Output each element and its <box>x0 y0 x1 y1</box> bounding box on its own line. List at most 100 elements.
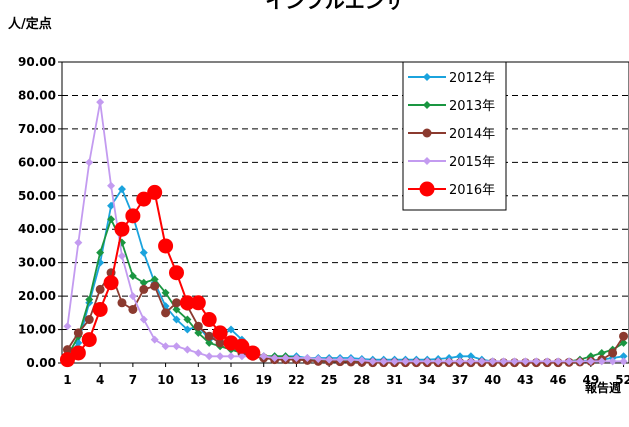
x-tick-label: 25 <box>321 373 338 387</box>
data-point-2016 <box>81 332 97 348</box>
y-tick-label: 80.00 <box>18 88 56 102</box>
data-point-2012 <box>455 352 464 361</box>
y-tick-label: 70.00 <box>18 122 56 136</box>
legend-swatch-marker <box>422 128 432 138</box>
data-point-2013 <box>128 272 137 281</box>
data-point-2013 <box>85 295 94 304</box>
data-point-2013 <box>139 278 148 287</box>
data-point-2015 <box>412 357 421 366</box>
plot-area <box>61 61 629 364</box>
data-point-2013 <box>597 348 606 357</box>
series-line-2014 <box>66 270 625 364</box>
legend-swatch-marker <box>423 73 431 81</box>
data-point-2015 <box>117 251 126 260</box>
data-point-2015 <box>401 357 410 366</box>
data-point-2013 <box>150 275 159 284</box>
chart-title: インフルエンザ <box>265 0 404 13</box>
data-point-2013 <box>194 328 203 337</box>
data-point-2016 <box>103 275 119 291</box>
data-point-2016 <box>179 295 195 311</box>
data-point-2015 <box>565 357 574 366</box>
data-point-2014 <box>204 331 214 341</box>
x-tick-label: 46 <box>550 373 567 387</box>
data-point-2016 <box>245 345 261 361</box>
data-point-2015 <box>237 352 246 361</box>
legend-item-2012: 2012年 <box>408 71 495 86</box>
data-point-2013 <box>96 248 105 257</box>
legend-label: 2013年 <box>449 99 495 114</box>
data-point-2014 <box>608 348 618 358</box>
data-point-2015 <box>455 357 464 366</box>
y-tick-label: 90.00 <box>18 55 56 69</box>
series-layer <box>59 98 629 368</box>
data-point-2016 <box>234 338 250 354</box>
data-point-2012 <box>466 352 475 361</box>
x-axis-label: 報告週 <box>585 380 621 395</box>
legend: 2012年 2013年 2014年 2015年 2016年 <box>402 61 507 211</box>
x-tick-label: 31 <box>386 373 403 387</box>
series-2015 <box>63 98 628 366</box>
legend-item-2013: 2013年 <box>408 99 495 114</box>
data-point-2015 <box>532 357 541 366</box>
data-point-2012 <box>172 315 181 324</box>
legend-box <box>402 61 507 211</box>
data-point-2015 <box>227 352 236 361</box>
data-point-2016 <box>201 312 217 328</box>
x-tick-label: 13 <box>190 373 207 387</box>
data-point-2014 <box>161 308 171 318</box>
legend-label: 2015年 <box>449 155 495 170</box>
data-point-2012 <box>139 248 148 257</box>
y-tick-label: 20.00 <box>18 289 56 303</box>
data-point-2014 <box>193 321 203 331</box>
data-point-2015 <box>543 357 552 366</box>
data-point-2014 <box>62 345 72 355</box>
y-tick-label: 60.00 <box>18 155 56 169</box>
x-tick-label: 16 <box>223 373 240 387</box>
y-tick-label: 0.00 <box>26 356 56 370</box>
data-point-2013 <box>161 288 170 297</box>
data-point-2015 <box>379 357 388 366</box>
data-point-2014 <box>117 298 127 308</box>
x-tick-label: 37 <box>452 373 469 387</box>
data-point-2015 <box>466 357 475 366</box>
data-point-2016 <box>70 345 86 361</box>
data-point-2014 <box>84 315 94 325</box>
data-point-2014 <box>171 298 181 308</box>
y-tick-labels: 0.00 10.00 20.00 30.00 40.00 50.00 60.00 70.00 8… <box>18 55 62 370</box>
data-point-2015 <box>346 355 355 364</box>
legend-swatch-marker <box>419 181 435 197</box>
data-point-2015 <box>281 353 290 362</box>
data-point-2015 <box>161 342 170 351</box>
data-point-2015 <box>216 352 225 361</box>
data-point-2015 <box>554 357 563 366</box>
data-point-2015 <box>586 357 595 366</box>
data-point-2015 <box>575 357 584 366</box>
y-tick-label: 30.00 <box>18 256 56 270</box>
data-point-2015 <box>597 357 606 366</box>
data-point-2012 <box>117 185 126 194</box>
legend-label: 2016年 <box>449 183 495 198</box>
data-point-2015 <box>521 357 530 366</box>
legend-label: 2012年 <box>449 71 495 86</box>
legend-item-2014: 2014年 <box>408 127 495 142</box>
y-axis-label: 人/定点 <box>8 16 52 32</box>
grid-lines <box>62 94 629 331</box>
data-point-2015 <box>128 292 137 301</box>
data-point-2014 <box>215 338 225 348</box>
data-point-2016 <box>212 325 228 341</box>
data-point-2013 <box>107 215 116 224</box>
x-tick-label: 7 <box>129 373 137 387</box>
data-point-2015 <box>434 357 443 366</box>
data-point-2015 <box>172 342 181 351</box>
data-point-2015 <box>205 352 214 361</box>
x-tick-label: 52 <box>615 373 629 387</box>
data-point-2015 <box>183 345 192 354</box>
data-point-2012 <box>227 325 236 334</box>
data-point-2016 <box>59 352 75 368</box>
series-2016 <box>59 184 261 368</box>
data-point-2014 <box>128 304 138 314</box>
data-point-2015 <box>510 357 519 366</box>
x-tick-label: 34 <box>419 373 436 387</box>
legend-swatch-marker <box>423 101 431 109</box>
